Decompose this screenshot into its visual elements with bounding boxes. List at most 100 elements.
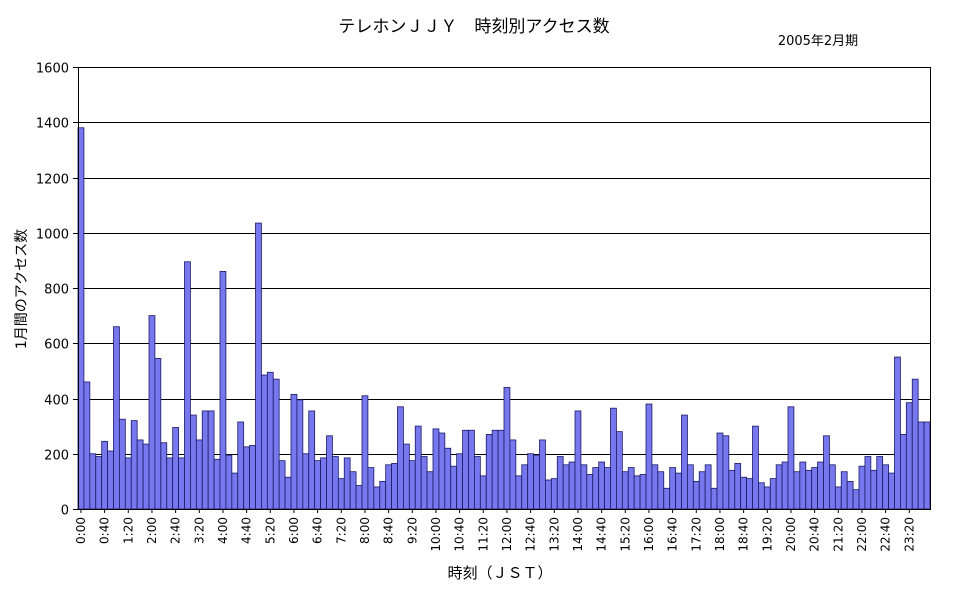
- bar: [527, 453, 534, 510]
- bar: [414, 425, 422, 510]
- x-tick-label: 14:40: [595, 517, 609, 552]
- bar: [89, 453, 97, 510]
- bar: [154, 358, 162, 510]
- bar: [592, 467, 600, 510]
- bar: [231, 472, 239, 510]
- plot-area-border: [78, 67, 931, 510]
- bar: [420, 456, 428, 510]
- bar: [545, 479, 552, 510]
- axes: [78, 67, 931, 510]
- bar: [166, 457, 174, 510]
- bar: [752, 425, 759, 510]
- x-tick-label: 1:20: [121, 517, 135, 544]
- x-tick-labels: 0:00 0:40 1:20 2:00 2:40 3:20 4:00 4:40 5:20 6:00…: [74, 509, 916, 552]
- bar: [178, 457, 185, 510]
- bar: [385, 464, 392, 510]
- bar: [533, 454, 540, 510]
- x-axis-title: 時刻（ＪＳＴ）: [447, 564, 552, 582]
- bar: [858, 465, 866, 510]
- x-tick-label: 11:20: [476, 517, 490, 552]
- bar: [95, 456, 103, 510]
- x-tick-label: 10:00: [429, 517, 443, 552]
- bar: [308, 410, 316, 510]
- bar: [343, 457, 351, 510]
- bar: [113, 326, 120, 510]
- bar: [201, 410, 209, 510]
- bar: [302, 453, 310, 510]
- x-tick-label: 3:20: [192, 517, 206, 544]
- bar: [403, 443, 410, 510]
- bar: [781, 461, 789, 510]
- bar: [243, 446, 250, 510]
- x-tick-label: 0:40: [98, 517, 112, 544]
- bar: [124, 457, 132, 510]
- y-tick-label: 1600: [36, 62, 69, 77]
- x-tick-label: 6:40: [311, 517, 325, 544]
- bar: [290, 393, 298, 510]
- bar: [787, 406, 795, 510]
- y-tick-label: 0: [61, 504, 69, 519]
- bar: [905, 402, 913, 510]
- y-tick-label: 200: [44, 449, 69, 464]
- bar: [894, 356, 901, 510]
- x-tick-label: 18:00: [713, 517, 727, 552]
- bar: [769, 478, 777, 510]
- x-tick-label: 14:00: [571, 517, 585, 552]
- bar: [722, 435, 730, 510]
- bar: [296, 399, 304, 510]
- bar: [190, 414, 197, 510]
- bar: [142, 443, 150, 510]
- bar: [852, 489, 860, 510]
- x-tick-label: 16:40: [666, 517, 680, 552]
- x-tick-label: 15:20: [618, 517, 632, 552]
- bar: [681, 414, 688, 510]
- bar: [580, 464, 588, 510]
- bar: [320, 457, 327, 510]
- bar: [462, 429, 469, 510]
- bar: [562, 464, 570, 510]
- bar: [101, 440, 108, 510]
- bar: [225, 454, 233, 510]
- bar: [367, 467, 375, 510]
- bar: [468, 429, 475, 510]
- bar: [237, 421, 245, 510]
- bar: [917, 421, 925, 510]
- bar: [645, 403, 653, 510]
- bar: [539, 439, 546, 510]
- x-tick-label: 5:20: [263, 517, 277, 544]
- x-tick-label: 17:20: [689, 517, 703, 552]
- x-tick-label: 22:00: [855, 517, 869, 552]
- x-tick-label: 21:20: [831, 517, 845, 552]
- bar: [373, 486, 381, 510]
- bar: [444, 447, 452, 510]
- bar: [521, 464, 529, 510]
- x-tick-label: 8:00: [358, 517, 372, 544]
- bar: [669, 467, 676, 510]
- x-tick-label: 20:00: [784, 517, 798, 552]
- bar: [361, 395, 369, 510]
- x-tick-label: 16:00: [642, 517, 656, 552]
- x-tick-label: 0:00: [74, 517, 88, 544]
- bar: [266, 371, 274, 510]
- x-tick-label: 19:20: [760, 517, 774, 552]
- x-tick-label: 22:40: [879, 517, 893, 552]
- bar: [864, 456, 872, 510]
- bar: [604, 467, 611, 510]
- y-tick-label: 600: [44, 338, 69, 353]
- x-tick-label: 6:00: [287, 517, 301, 544]
- bar: [497, 429, 505, 510]
- x-tick-label: 12:00: [500, 517, 514, 552]
- bar: [408, 460, 416, 510]
- bar: [763, 486, 771, 510]
- bar: [515, 475, 523, 510]
- bar: [793, 471, 801, 510]
- y-tick-label: 400: [44, 394, 69, 409]
- bar: [219, 271, 227, 510]
- bar: [391, 463, 398, 510]
- bar: [840, 471, 848, 510]
- bar: [805, 469, 813, 510]
- bar: [550, 478, 558, 510]
- bar: [119, 418, 126, 510]
- bar: [213, 458, 221, 510]
